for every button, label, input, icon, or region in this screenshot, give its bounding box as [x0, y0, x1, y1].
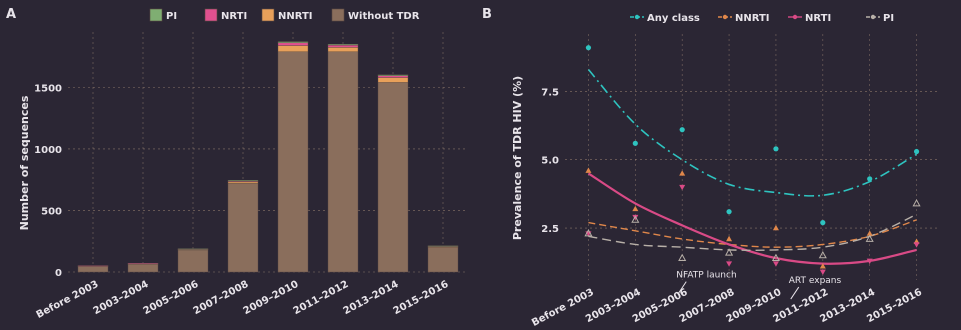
legend-label-without-tdr: Without TDR — [348, 11, 420, 22]
bar-pi — [177, 248, 209, 250]
point-any-class — [726, 209, 732, 215]
bar-nnrti — [327, 47, 359, 52]
point-nrti — [913, 242, 920, 248]
point-nrti — [866, 258, 873, 265]
legend-label-pi: PI — [883, 13, 894, 24]
point-pi — [725, 248, 734, 256]
point-nnrti — [819, 263, 826, 269]
legend-label-pi: PI — [166, 11, 177, 22]
bar-nrti — [77, 265, 109, 267]
bar-nnrti — [227, 181, 259, 184]
bar-without-tdr — [327, 51, 359, 273]
point-pi — [818, 250, 827, 259]
point-nnrti — [866, 230, 873, 236]
legend-label-any-class: Any class — [647, 13, 700, 24]
panel-a-y-tick-labels: 0 500 1000 1500 — [34, 83, 62, 279]
bar-nnrti — [377, 77, 409, 83]
legend-swatch-nnrti — [261, 8, 275, 22]
point-pi — [771, 253, 780, 262]
point-nrti — [679, 184, 686, 191]
panel-a-legend: PI NRTI NNRTI Without TDR — [149, 8, 420, 22]
bar-nrti — [377, 75, 409, 78]
legend-swatch-without-tdr — [331, 8, 345, 22]
annotation-arrow — [790, 286, 800, 300]
point-nnrti — [632, 205, 639, 212]
bar-pi — [227, 180, 259, 182]
bar-without-tdr — [227, 183, 259, 273]
point-pi — [584, 229, 593, 237]
legend-label-nnrti: NNRTI — [735, 13, 770, 24]
point-pi — [678, 253, 687, 262]
annotation-label: NFATP launch — [676, 271, 736, 281]
panel-b-data-points — [584, 45, 921, 275]
point-nnrti — [679, 170, 686, 176]
point-any-class — [679, 127, 685, 133]
y-tick-label: 5.0 — [541, 156, 559, 167]
point-nnrti — [726, 235, 733, 242]
annotation-arrow — [677, 281, 687, 294]
bar-without-tdr — [377, 82, 409, 273]
y-tick-label: 0 — [55, 268, 62, 279]
point-nnrti — [585, 167, 592, 173]
bar-pi — [277, 41, 309, 44]
legend-label-nnrti: NNRTI — [278, 11, 313, 22]
point-nrti — [632, 214, 639, 221]
point-any-class — [867, 176, 873, 182]
legend-swatch-pi — [149, 8, 163, 22]
y-tick-label: 1000 — [34, 145, 62, 156]
legend-marker-pi — [870, 14, 876, 20]
bar-pi — [427, 245, 459, 247]
bar-without-tdr — [427, 247, 459, 273]
point-nrti — [819, 269, 826, 275]
panel-b-annotations: NFATP launch ART expans — [676, 271, 842, 300]
point-any-class — [585, 45, 592, 51]
legend-label-nrti: NRTI — [221, 11, 247, 22]
panel-a-y-axis-label: Number of sequences — [18, 95, 31, 230]
legend-label-nrti: NRTI — [805, 13, 831, 24]
trend-line-nrti — [587, 172, 917, 265]
point-nrti — [726, 261, 733, 267]
point-any-class — [820, 220, 826, 226]
point-nnrti — [772, 224, 779, 231]
panel-a-bars — [77, 41, 459, 273]
point-any-class — [913, 148, 920, 155]
bar-pi — [327, 43, 359, 46]
panel-b-letter: B — [482, 7, 492, 22]
y-tick-label: 1500 — [34, 83, 62, 94]
trend-line-any-class — [587, 69, 917, 197]
point-any-class — [773, 146, 779, 152]
point-any-class — [632, 140, 638, 146]
bar-without-tdr — [277, 51, 309, 273]
bar-nnrti — [277, 45, 309, 52]
legend-marker-nrti — [792, 14, 798, 20]
y-tick-label: 500 — [41, 206, 62, 217]
legend-marker-nnrti — [722, 14, 728, 20]
panel-b-legend: Any class NNRTI NRTI PI — [630, 13, 894, 24]
point-pi — [912, 199, 921, 207]
legend-swatch-nrti — [204, 8, 218, 22]
bar-nrti — [327, 44, 359, 48]
bar-nrti — [277, 42, 309, 46]
y-tick-label: 2.5 — [541, 224, 559, 235]
bar-without-tdr — [127, 263, 159, 273]
panel-a-letter: A — [6, 7, 16, 22]
point-pi — [865, 234, 874, 242]
bar-without-tdr — [77, 265, 109, 273]
y-tick-label: 7.5 — [541, 87, 559, 98]
legend-marker-any-class — [634, 14, 640, 20]
bar-nrti — [127, 263, 159, 265]
panel-b-y-tick-labels: 2.5 5.0 7.5 — [541, 87, 559, 235]
bar-without-tdr — [177, 249, 209, 273]
bar-pi — [377, 74, 409, 76]
trend-line-nnrti — [588, 219, 917, 248]
point-pi — [631, 215, 640, 223]
annotation-label: ART expans — [789, 276, 842, 286]
point-nrti — [772, 261, 779, 267]
panel-b-y-axis-label: Prevalence of TDR HIV (%) — [511, 76, 524, 240]
panel-b-trend-lines — [587, 69, 917, 265]
